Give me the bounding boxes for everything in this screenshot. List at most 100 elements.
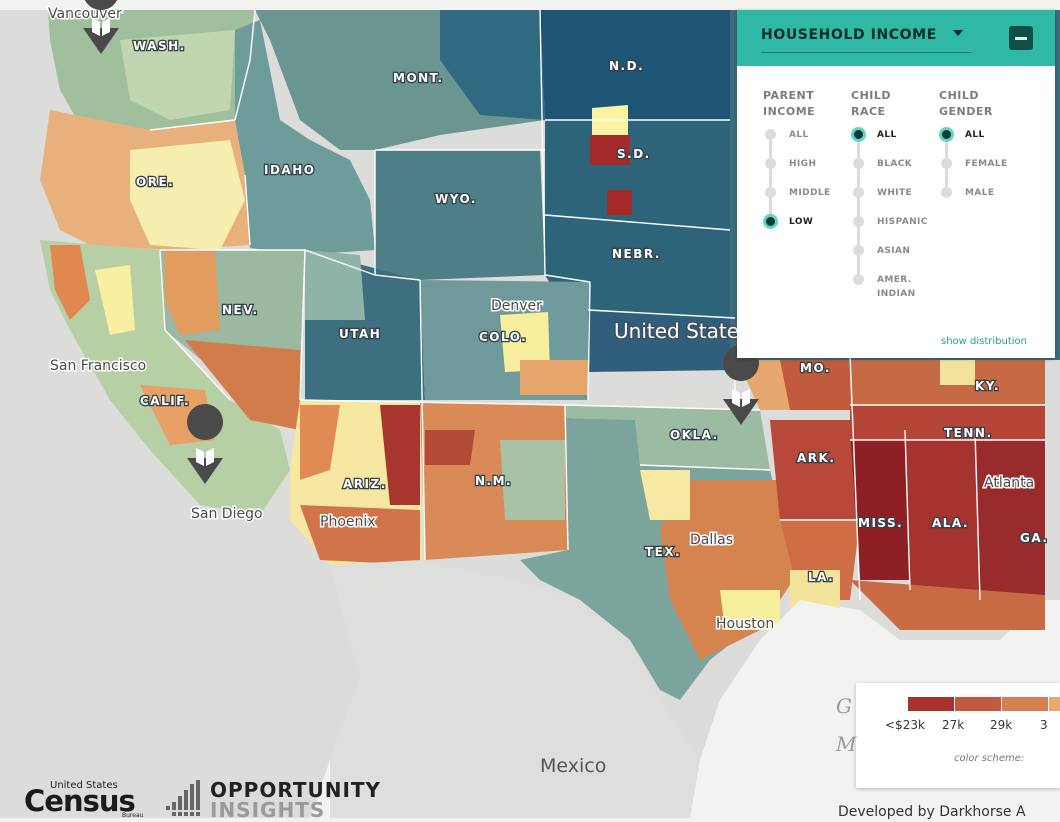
region-ky-yellow[interactable] [940,360,975,385]
region-nm-red[interactable] [425,430,475,465]
region-co-yellow[interactable] [500,312,550,372]
parent-income-column: PARENT INCOME ALL HIGH MIDDLE LOW [763,88,853,244]
child-race-option-hispanic[interactable]: HISPANIC [851,215,941,244]
region-nd[interactable] [540,10,735,120]
region-arkansas[interactable] [770,420,865,520]
state-label-ga: GA. [1020,531,1048,545]
region-nebraska[interactable] [545,215,730,320]
child-race-option-black[interactable]: BLACK [851,157,941,186]
state-label-tenn: TENN. [944,426,993,440]
state-label-wash: WASH. [133,39,186,53]
region-az-west[interactable] [300,405,340,480]
state-label-la: LA. [808,570,834,584]
child-gender-title-line1: CHILD [939,89,980,102]
option-label: HISPANIC [877,217,928,227]
census-logo-main: Census [24,784,136,818]
region-az-south[interactable] [300,505,420,565]
option-label: WHITE [877,188,913,198]
option-label: MIDDLE [789,188,831,198]
metric-dropdown[interactable]: HOUSEHOLD INCOME [761,24,971,53]
child-gender-column: CHILD GENDER ALL FEMALE MALE [939,88,1029,215]
region-sd-red-2[interactable] [607,190,632,215]
child-race-option-white[interactable]: WHITE [851,186,941,215]
child-gender-option-male[interactable]: MALE [939,186,1029,215]
state-label-mont: MONT. [393,71,444,85]
minus-icon [1015,37,1027,40]
region-ca-yellow[interactable] [95,265,135,335]
state-label-ore: ORE. [136,175,174,189]
region-tx-houston[interactable] [720,590,780,630]
region-oklahoma[interactable] [565,405,770,470]
region-california[interactable] [40,240,290,515]
radio-dot-icon [853,274,864,285]
region-az-red[interactable] [380,405,420,505]
radio-selected-icon [851,127,866,142]
city-label-denver: Denver [491,298,542,314]
book-pin-san-diego-icon[interactable] [187,404,224,484]
state-label-calif: CALIF. [140,394,190,408]
census-logo-bureau: Bureau [122,812,144,819]
child-gender-option-female[interactable]: FEMALE [939,157,1029,186]
radio-dot-icon [853,216,864,227]
country-label-mexico: Mexico [540,755,606,777]
region-mississippi[interactable] [850,430,910,580]
state-label-wyo: WYO. [435,192,477,206]
option-label: AMER. INDIAN [877,275,916,299]
region-tennessee[interactable] [850,405,1045,440]
radio-selected-icon [939,127,954,142]
region-sd-red-1[interactable] [590,135,630,165]
region-wa-east[interactable] [120,30,235,120]
state-label-nebr: NEBR. [612,247,661,261]
region-wyoming[interactable] [375,150,545,280]
opportunity-insights-logo[interactable]: OPPORTUNITY INSIGHTS [166,778,396,822]
state-label-nev: NEV. [222,303,259,317]
parent-income-option-low[interactable]: LOW [763,214,853,244]
region-oregon-east[interactable] [130,140,245,250]
region-gulf-coast[interactable] [850,580,1045,630]
legend-swatch-3 [1002,697,1048,711]
option-label: ALL [965,130,985,140]
developed-by-credit: Developed by Darkhorse A [838,804,1026,820]
faint-letter-g: G [836,694,852,718]
region-utah-light[interactable] [305,250,365,320]
state-label-nd: N.D. [609,59,644,73]
collapse-panel-button[interactable] [1009,26,1033,50]
metric-dropdown-label: HOUSEHOLD INCOME [761,27,937,43]
parent-income-option-all[interactable]: ALL [763,128,853,157]
legend-tick-3: 29k [990,718,1013,732]
child-race-option-asian[interactable]: ASIAN [851,244,941,273]
region-nv-orange[interactable] [165,250,220,335]
region-missouri-red[interactable] [780,360,855,410]
child-race-column: CHILD RACE ALL BLACK WHITE HISPANIC ASIA… [851,88,941,302]
mexico-land [330,560,700,818]
census-bureau-logo[interactable]: United States Census Bureau [24,778,144,819]
region-la-yellow[interactable] [790,570,840,610]
child-gender-option-all[interactable]: ALL [939,127,1029,157]
parent-income-option-middle[interactable]: MIDDLE [763,186,853,215]
region-tx-yellow[interactable] [640,470,690,520]
legend-swatch-2 [955,697,1001,711]
region-idaho[interactable] [235,20,375,255]
region-sd[interactable] [545,120,730,230]
region-nm-green[interactable] [500,440,565,520]
region-nv-south[interactable] [185,340,300,430]
option-label: ASIAN [877,246,911,256]
panel-header: HOUSEHOLD INCOME [737,10,1055,66]
city-label-san-francisco: San Francisco [50,358,146,374]
book-pin-seattle-icon[interactable] [83,0,119,54]
radio-dot-icon [765,187,776,198]
option-label: BLACK [877,159,913,169]
parent-income-option-high[interactable]: HIGH [763,157,853,186]
state-label-okla: OKLA. [670,428,719,442]
child-race-option-all[interactable]: ALL [851,127,941,157]
child-race-option-amer-indian[interactable]: AMER. INDIAN [851,273,941,302]
region-montana-east[interactable] [440,10,545,120]
region-ca-north-orange[interactable] [50,245,90,320]
region-alabama[interactable] [905,430,980,590]
legend-tick-4: 3 [1040,718,1048,732]
region-co-orange[interactable] [520,360,588,395]
child-race-title-line2: RACE [851,105,886,118]
show-distribution-link[interactable]: show distribution [940,336,1027,347]
region-kansas[interactable] [588,310,735,372]
region-georgia[interactable] [975,430,1045,600]
